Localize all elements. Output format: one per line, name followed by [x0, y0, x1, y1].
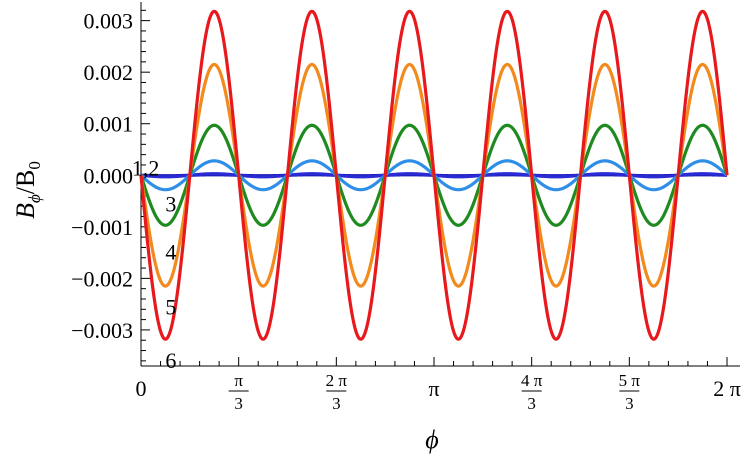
y-tick-label: 0.002: [84, 60, 134, 85]
axes: 0.003 0.002 0.001 0.000 −0.001 −0.002 −0.003 0 π…: [71, 2, 741, 413]
x-tick-label: π: [428, 376, 439, 401]
x-tick-label-numerator: 2 π: [326, 371, 348, 390]
y-tick-label: 0.000: [84, 163, 134, 188]
y-tick-label: −0.002: [71, 266, 133, 291]
x-tick-label-denominator: 3: [234, 394, 243, 413]
x-tick-label-numerator: 5 π: [619, 371, 641, 390]
x-tick-label-denominator: 3: [527, 394, 536, 413]
curve-label: 1,2: [132, 156, 160, 181]
x-tick-label: 0: [136, 376, 147, 401]
y-tick-label: −0.001: [71, 215, 133, 240]
x-tick-label-denominator: 3: [332, 394, 341, 413]
curve-label: 3: [165, 192, 176, 217]
y-tick-label: 0.001: [84, 112, 134, 137]
curve-label: 6: [165, 348, 176, 373]
y-axis-label: Bϕ/B0: [11, 161, 44, 219]
x-tick-label-denominator: 3: [625, 394, 634, 413]
curve-label: 5: [165, 295, 176, 320]
curve-label: 4: [165, 240, 176, 265]
x-tick-label-numerator: 4 π: [521, 371, 543, 390]
x-axis-label: ϕ: [425, 425, 438, 454]
curve-series-6: [139, 9, 729, 341]
x-tick-label-numerator: π: [234, 371, 243, 390]
x-tick-label: 2 π: [713, 376, 741, 401]
y-tick-label: 0.003: [84, 9, 134, 34]
y-tick-label: −0.003: [71, 318, 133, 343]
curves: [139, 9, 729, 341]
curve-labels: 1,23 4 5 6: [132, 156, 176, 373]
